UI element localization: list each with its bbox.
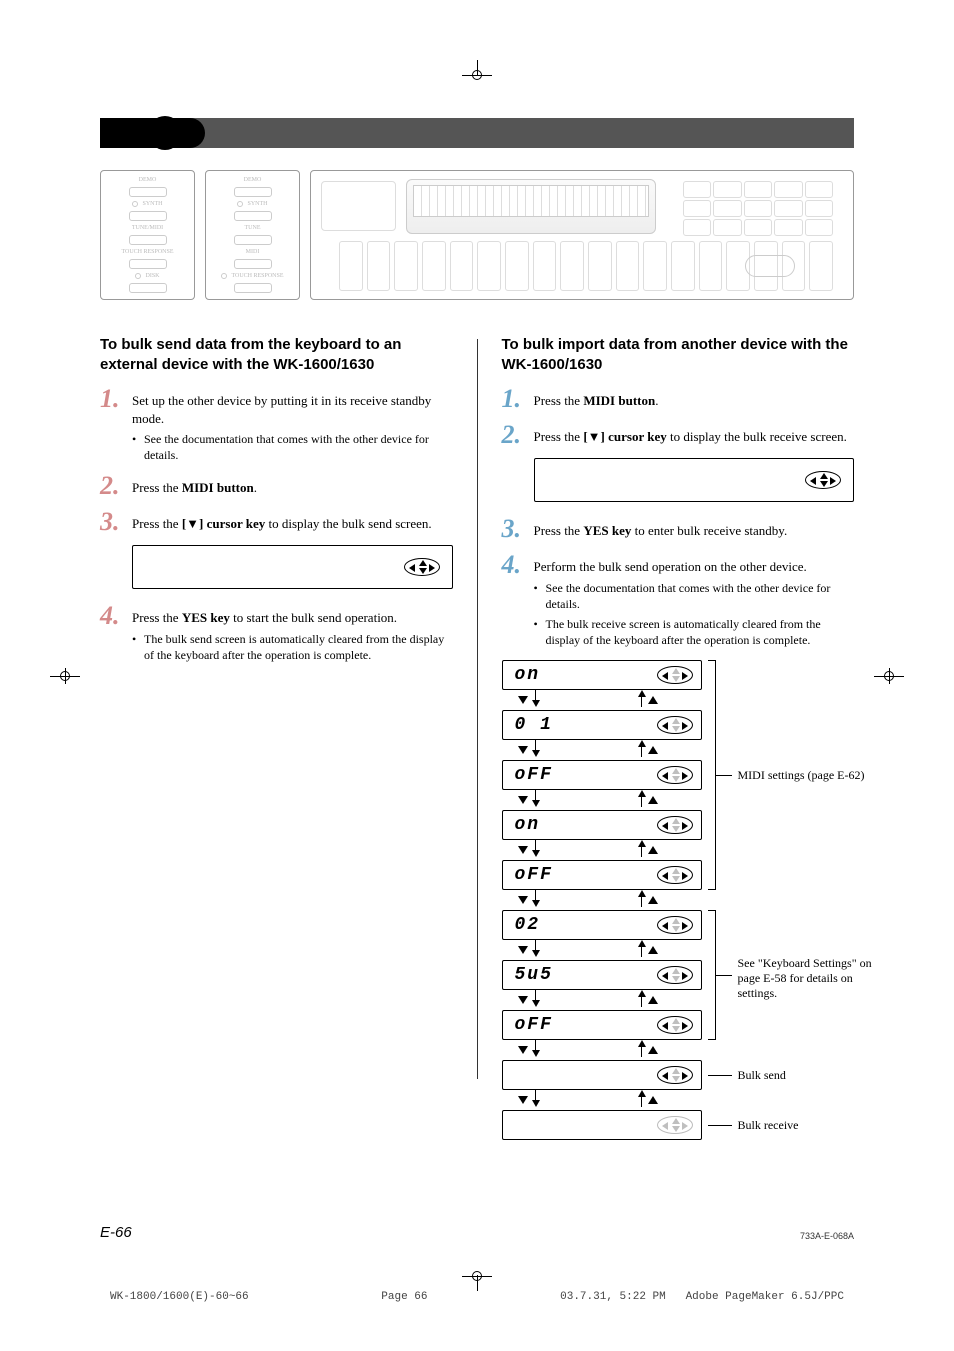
print-app: Adobe PageMaker 6.5J/PPC bbox=[686, 1291, 844, 1303]
crop-mark-right bbox=[874, 661, 904, 691]
step-bold: MIDI button bbox=[583, 393, 655, 408]
display-row: 5u5 bbox=[502, 960, 702, 990]
display-row: 02 bbox=[502, 910, 702, 940]
step-text: Press the bbox=[132, 480, 182, 495]
step-2: 2 Press the [▼] cursor key to display th… bbox=[502, 422, 855, 448]
flow-annot-1: MIDI settings (page E-62) bbox=[738, 768, 878, 783]
crop-mark-bottom bbox=[462, 1261, 492, 1291]
step-1: 1 Set up the other device by putting it … bbox=[100, 386, 453, 463]
display-row: on bbox=[502, 660, 702, 690]
flowchart: on 0 1 oFF on oFF 02 5u5 oFF bbox=[502, 660, 855, 1140]
step-bold: YES key bbox=[182, 610, 230, 625]
crop-mark-top bbox=[462, 60, 492, 90]
step-text: Press the bbox=[534, 393, 584, 408]
bracket-tip bbox=[708, 1125, 732, 1126]
doc-code: 733A-E-068A bbox=[800, 1231, 854, 1241]
step-text: Set up the other device by putting it in… bbox=[132, 393, 431, 426]
crop-mark-left bbox=[50, 661, 80, 691]
step-number: 1 bbox=[502, 386, 524, 412]
step-text: Perform the bulk send operation on the o… bbox=[534, 559, 807, 574]
flow-annot-4: Bulk receive bbox=[738, 1118, 878, 1133]
page-footer: E-66 733A-E-068A bbox=[100, 1224, 854, 1241]
display-row: on bbox=[502, 810, 702, 840]
step-text: to start the bulk send operation. bbox=[230, 610, 397, 625]
step-3: 3 Press the [▼] cursor key to display th… bbox=[100, 509, 453, 535]
device-panel-left-1: DEMO SYNTH TUNE/MIDI TOUCH RESPONSE DISK bbox=[100, 170, 195, 300]
page-content: DEMO SYNTH TUNE/MIDI TOUCH RESPONSE DISK… bbox=[100, 170, 854, 1140]
device-illustration: DEMO SYNTH TUNE/MIDI TOUCH RESPONSE DISK… bbox=[100, 170, 854, 300]
bracket-tip bbox=[708, 1075, 732, 1076]
left-title: To bulk send data from the keyboard to a… bbox=[100, 335, 453, 374]
step-text: to display the bulk receive screen. bbox=[667, 429, 847, 444]
display-screen bbox=[534, 458, 855, 502]
step-3: 3 Press the YES key to enter bulk receiv… bbox=[502, 516, 855, 542]
step-note: See the documentation that comes with th… bbox=[132, 431, 453, 463]
bracket bbox=[708, 910, 716, 1040]
step-number: 3 bbox=[502, 516, 524, 542]
flow-annot-2: See "Keyboard Settings" on page E-58 for… bbox=[738, 956, 878, 1001]
bracket-tip bbox=[716, 775, 732, 776]
display-row bbox=[502, 1060, 702, 1090]
step-note: See the documentation that comes with th… bbox=[534, 580, 855, 612]
flow-displays: on 0 1 oFF on oFF 02 5u5 oFF bbox=[502, 660, 702, 1140]
step-text: to enter bulk receive standby. bbox=[631, 523, 787, 538]
bracket-tip bbox=[716, 975, 732, 976]
right-column: To bulk import data from another device … bbox=[502, 335, 855, 1140]
device-panel-left-2: DEMO SYNTH TUNE MIDI TOUCH RESPONSE bbox=[205, 170, 300, 300]
print-file: WK-1800/1600(E)-60~66 bbox=[110, 1291, 249, 1303]
step-text: to display the bulk send screen. bbox=[265, 516, 431, 531]
right-title: To bulk import data from another device … bbox=[502, 335, 855, 374]
step-number: 3 bbox=[100, 509, 122, 535]
display-row bbox=[502, 1110, 702, 1140]
step-text: Press the bbox=[132, 516, 182, 531]
step-number: 4 bbox=[100, 603, 122, 629]
display-row: oFF bbox=[502, 860, 702, 890]
step-text: Press the bbox=[534, 429, 584, 444]
step-text: Press the bbox=[132, 610, 182, 625]
display-screen bbox=[132, 545, 453, 589]
display-row: 0 1 bbox=[502, 710, 702, 740]
left-column: To bulk send data from the keyboard to a… bbox=[100, 335, 453, 1140]
step-note: The bulk receive screen is automatically… bbox=[534, 616, 855, 648]
step-1: 1 Press the MIDI button. bbox=[502, 386, 855, 412]
cursor-pad-icon bbox=[404, 558, 440, 576]
step-bold: [▼] cursor key bbox=[182, 516, 265, 531]
step-number: 2 bbox=[502, 422, 524, 448]
device-keyboard-body bbox=[310, 170, 854, 300]
header-dot bbox=[175, 118, 205, 148]
print-datetime: 03.7.31, 5:22 PM bbox=[560, 1291, 666, 1303]
step-4: 4 Press the YES key to start the bulk se… bbox=[100, 603, 453, 663]
step-text: . bbox=[254, 480, 257, 495]
step-bold: YES key bbox=[583, 523, 631, 538]
page-number: E-66 bbox=[100, 1224, 132, 1241]
step-number: 4 bbox=[502, 552, 524, 578]
step-number: 1 bbox=[100, 386, 122, 412]
step-text: Press the bbox=[534, 523, 584, 538]
header-bar bbox=[100, 118, 854, 148]
step-bold: [▼] cursor key bbox=[583, 429, 666, 444]
step-note: The bulk send screen is automatically cl… bbox=[132, 631, 453, 663]
step-text: . bbox=[655, 393, 658, 408]
column-divider bbox=[477, 339, 478, 1079]
display-row: oFF bbox=[502, 1010, 702, 1040]
print-footer: WK-1800/1600(E)-60~66 Page 66 03.7.31, 5… bbox=[110, 1291, 844, 1303]
step-bold: MIDI button bbox=[182, 480, 254, 495]
step-number: 2 bbox=[100, 473, 122, 499]
display-row: oFF bbox=[502, 760, 702, 790]
step-2: 2 Press the MIDI button. bbox=[100, 473, 453, 499]
bracket bbox=[708, 660, 716, 890]
step-4: 4 Perform the bulk send operation on the… bbox=[502, 552, 855, 648]
cursor-pad-icon bbox=[805, 471, 841, 489]
print-page: Page 66 bbox=[381, 1291, 427, 1303]
flow-annot-3: Bulk send bbox=[738, 1068, 878, 1083]
